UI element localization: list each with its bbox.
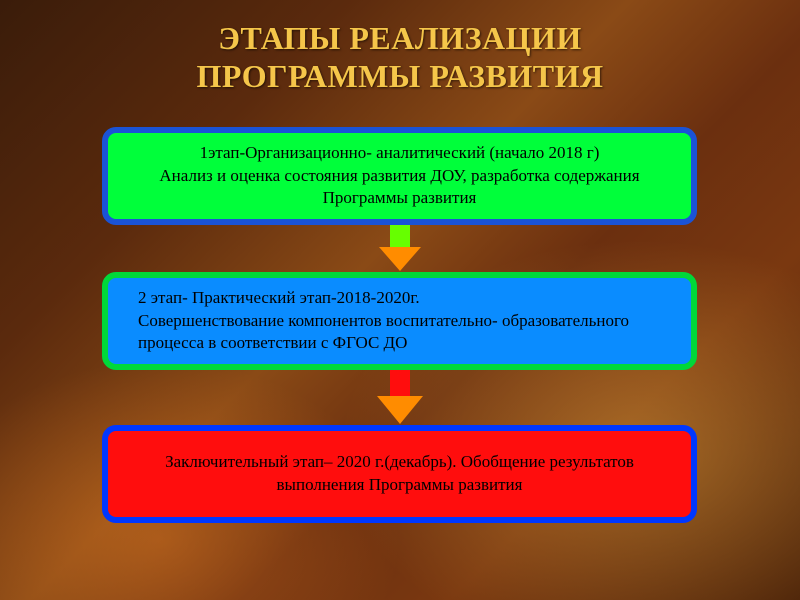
stage-3-line1: Заключительный этап– 2020 г.(декабрь). О… [138, 451, 661, 497]
slide-background: ЭТАПЫ РЕАЛИЗАЦИИ ПРОГРАММЫ РАЗВИТИЯ 1эта… [0, 0, 800, 600]
stage-2-line2: Совершенствование компонентов воспитател… [138, 310, 661, 356]
arrow-1-head [379, 247, 421, 271]
slide-title: ЭТАПЫ РЕАЛИЗАЦИИ ПРОГРАММЫ РАЗВИТИЯ [0, 20, 800, 96]
stage-1-line1: 1этап-Организационно- аналитический (нач… [138, 142, 661, 165]
stage-2-line1: 2 этап- Практический этап-2018-2020г. [138, 287, 661, 310]
stage-1-box: 1этап-Организационно- аналитический (нач… [102, 127, 697, 225]
stage-1-line2: Анализ и оценка состояния развития ДОУ, … [138, 165, 661, 211]
arrow-2-stem [390, 370, 410, 396]
title-line-1: ЭТАПЫ РЕАЛИЗАЦИИ [218, 20, 581, 56]
stage-2-box: 2 этап- Практический этап-2018-2020г. Со… [102, 272, 697, 370]
stage-3-box: Заключительный этап– 2020 г.(декабрь). О… [102, 425, 697, 523]
arrow-2-head [377, 396, 423, 424]
arrow-1-stem [390, 225, 410, 247]
title-line-2: ПРОГРАММЫ РАЗВИТИЯ [196, 58, 603, 94]
